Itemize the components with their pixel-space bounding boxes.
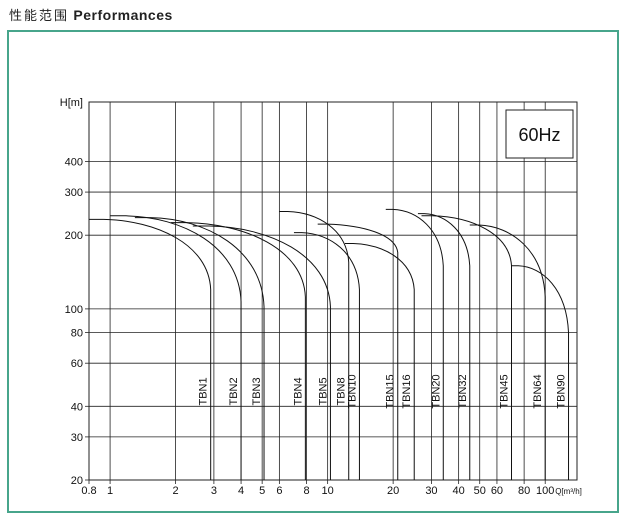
model-label-tbn16: TBN16 bbox=[401, 374, 413, 408]
x-tick-label: 8 bbox=[303, 485, 309, 497]
y-tick-label: 100 bbox=[65, 304, 83, 316]
curve-tbn90 bbox=[511, 265, 570, 480]
model-label-tbn90: TBN90 bbox=[556, 374, 568, 408]
model-label-tbn45: TBN45 bbox=[499, 374, 511, 408]
curve-tbn32 bbox=[417, 213, 471, 480]
x-tick-label: 80 bbox=[518, 485, 530, 497]
performance-chart: 0.8 1 2 3 4 5 6 8 10 20 30 40 50 60 80 100 20 30 40 60 80 100… bbox=[60, 97, 582, 497]
page-heading: 性能范围 Performances bbox=[9, 5, 173, 24]
y-tick-label: 300 bbox=[65, 187, 83, 199]
x-tick-label: 4 bbox=[238, 485, 244, 497]
y-tick-label: 20 bbox=[71, 475, 83, 487]
x-tick-label: 1 bbox=[107, 485, 113, 497]
model-label-tbn10: TBN10 bbox=[346, 374, 358, 408]
curve-tbn10 bbox=[293, 232, 360, 480]
curve-tbn20 bbox=[385, 208, 444, 480]
model-label-tbn20: TBN20 bbox=[430, 374, 442, 408]
curve-tbn2 bbox=[110, 215, 242, 480]
chart-frame: 0.8 1 2 3 4 5 6 8 10 20 30 40 50 60 80 100 20 30 40 60 80 100… bbox=[7, 30, 619, 513]
x-tick-label: 2 bbox=[173, 485, 179, 497]
model-label-tbn4: TBN4 bbox=[292, 377, 304, 405]
x-tick-label: 5 bbox=[259, 485, 265, 497]
x-tick-label: 40 bbox=[453, 485, 465, 497]
curve-tbn64 bbox=[469, 224, 546, 480]
frequency-box bbox=[505, 109, 574, 159]
curve-tbn1 bbox=[89, 218, 212, 480]
model-label-tbn3: TBN3 bbox=[251, 377, 263, 405]
x-tick-label: 20 bbox=[387, 485, 399, 497]
model-label-tbn8: TBN8 bbox=[336, 377, 348, 405]
heading-en: Performances bbox=[73, 7, 173, 23]
x-tick-label: 6 bbox=[276, 485, 282, 497]
x-tick-label: 60 bbox=[491, 485, 503, 497]
x-tick-label: 0.8 bbox=[81, 485, 96, 497]
y-tick-label: 80 bbox=[71, 328, 83, 340]
model-label-tbn15: TBN15 bbox=[385, 374, 397, 408]
y-tick-label: 60 bbox=[71, 358, 83, 370]
x-tick-label: 50 bbox=[474, 485, 486, 497]
curve-tbn8 bbox=[279, 210, 350, 480]
curve-tbn4 bbox=[170, 222, 306, 480]
x-tick-label: 3 bbox=[211, 485, 217, 497]
x-tick-label: 10 bbox=[322, 485, 334, 497]
model-label-tbn2: TBN2 bbox=[228, 377, 240, 405]
x-tick-label: 100 bbox=[536, 485, 554, 497]
curve-tbn5 bbox=[192, 225, 331, 480]
model-label-tbn64: TBN64 bbox=[532, 374, 544, 408]
curve-tbn16 bbox=[344, 242, 415, 480]
y-tick-label: 400 bbox=[65, 156, 83, 168]
curve-tbn45 bbox=[421, 215, 513, 480]
model-label-tbn1: TBN1 bbox=[198, 377, 210, 405]
model-label-tbn5: TBN5 bbox=[317, 377, 329, 405]
x-tick-label: 30 bbox=[425, 485, 437, 497]
x-axis-label: Q[m³/h] bbox=[555, 487, 582, 496]
frequency-label: 60Hz bbox=[518, 125, 560, 145]
heading-cn: 性能范围 bbox=[9, 9, 70, 24]
y-tick-label: 40 bbox=[71, 401, 83, 413]
model-label-tbn32: TBN32 bbox=[457, 374, 469, 408]
curve-tbn15 bbox=[317, 223, 399, 480]
curve-tbn3 bbox=[134, 217, 265, 480]
y-axis-label: H[m] bbox=[60, 97, 83, 109]
y-tick-label: 200 bbox=[65, 230, 83, 242]
plot-area bbox=[88, 101, 578, 481]
y-tick-label: 30 bbox=[71, 432, 83, 444]
